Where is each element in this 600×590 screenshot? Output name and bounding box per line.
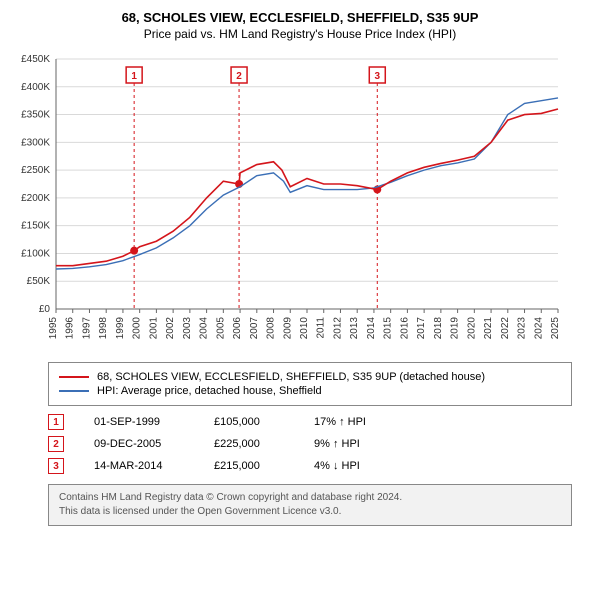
legend-swatch <box>59 390 89 392</box>
svg-text:2: 2 <box>236 71 242 82</box>
footer-attribution: Contains HM Land Registry data © Crown c… <box>48 484 572 526</box>
svg-text:1995: 1995 <box>48 317 59 340</box>
event-date: 09-DEC-2005 <box>94 438 214 450</box>
svg-text:1: 1 <box>131 71 137 82</box>
svg-text:£150K: £150K <box>21 221 50 232</box>
legend-label: HPI: Average price, detached house, Shef… <box>97 385 322 397</box>
event-row: 2 09-DEC-2005£225,0009% ↑ HPI <box>48 436 572 452</box>
svg-text:£50K: £50K <box>27 276 51 287</box>
event-marker: 2 <box>48 436 64 452</box>
legend-item: HPI: Average price, detached house, Shef… <box>59 385 561 397</box>
svg-text:£450K: £450K <box>21 54 50 65</box>
svg-text:2010: 2010 <box>299 317 310 340</box>
svg-text:2002: 2002 <box>165 317 176 340</box>
svg-text:2005: 2005 <box>215 317 226 340</box>
event-price: £215,000 <box>214 460 314 472</box>
legend-label: 68, SCHOLES VIEW, ECCLESFIELD, SHEFFIELD… <box>97 371 485 383</box>
svg-text:2019: 2019 <box>450 317 461 340</box>
svg-text:1998: 1998 <box>98 317 109 340</box>
svg-text:2015: 2015 <box>383 317 394 340</box>
event-row: 1 01-SEP-1999£105,00017% ↑ HPI <box>48 414 572 430</box>
event-price: £105,000 <box>214 416 314 428</box>
event-pct: 4% ↓ HPI <box>314 460 414 472</box>
event-row: 3 14-MAR-2014£215,0004% ↓ HPI <box>48 458 572 474</box>
svg-text:2025: 2025 <box>550 317 561 340</box>
svg-text:£300K: £300K <box>21 137 50 148</box>
event-marker: 1 <box>48 414 64 430</box>
svg-text:3: 3 <box>374 71 380 82</box>
svg-text:2000: 2000 <box>132 317 143 340</box>
svg-text:2003: 2003 <box>182 317 193 340</box>
events-table: 1 01-SEP-1999£105,00017% ↑ HPI 2 09-DEC-200… <box>48 414 572 474</box>
svg-text:2007: 2007 <box>249 317 260 340</box>
svg-text:2021: 2021 <box>483 317 494 340</box>
svg-text:1999: 1999 <box>115 317 126 340</box>
price-chart: £0 £50K £100K £150K £200K £250K £300K £350K £400… <box>8 49 592 354</box>
legend-swatch <box>59 376 89 378</box>
svg-text:2017: 2017 <box>416 317 427 340</box>
event-price: £225,000 <box>214 438 314 450</box>
event-marker: 3 <box>48 458 64 474</box>
svg-text:£200K: £200K <box>21 193 50 204</box>
event-pct: 9% ↑ HPI <box>314 438 414 450</box>
svg-text:£350K: £350K <box>21 110 50 121</box>
svg-text:2014: 2014 <box>366 317 377 340</box>
svg-text:2020: 2020 <box>466 317 477 340</box>
svg-text:2016: 2016 <box>399 317 410 340</box>
svg-text:£0: £0 <box>39 304 51 315</box>
svg-text:£250K: £250K <box>21 165 50 176</box>
svg-text:£100K: £100K <box>21 248 50 259</box>
svg-text:1996: 1996 <box>65 317 76 340</box>
svg-text:2013: 2013 <box>349 317 360 340</box>
svg-text:2011: 2011 <box>316 317 327 339</box>
legend: 68, SCHOLES VIEW, ECCLESFIELD, SHEFFIELD… <box>48 362 572 406</box>
page-title: 68, SCHOLES VIEW, ECCLESFIELD, SHEFFIELD… <box>8 10 592 25</box>
chart-svg: £0 £50K £100K £150K £200K £250K £300K £350K £400… <box>8 49 568 349</box>
svg-text:£400K: £400K <box>21 82 50 93</box>
event-pct: 17% ↑ HPI <box>314 416 414 428</box>
svg-text:2024: 2024 <box>533 317 544 340</box>
svg-text:1997: 1997 <box>81 317 92 340</box>
svg-text:2001: 2001 <box>148 317 159 340</box>
event-date: 01-SEP-1999 <box>94 416 214 428</box>
svg-text:2009: 2009 <box>282 317 293 340</box>
event-date: 14-MAR-2014 <box>94 460 214 472</box>
svg-text:2012: 2012 <box>332 317 343 340</box>
svg-text:2008: 2008 <box>266 317 277 340</box>
svg-text:2023: 2023 <box>517 317 528 340</box>
svg-text:2022: 2022 <box>500 317 511 340</box>
footer-line1: Contains HM Land Registry data © Crown c… <box>59 491 561 505</box>
page-subtitle: Price paid vs. HM Land Registry's House … <box>8 27 592 41</box>
footer-line2: This data is licensed under the Open Gov… <box>59 505 561 519</box>
svg-text:2006: 2006 <box>232 317 243 340</box>
legend-item: 68, SCHOLES VIEW, ECCLESFIELD, SHEFFIELD… <box>59 371 561 383</box>
svg-text:2004: 2004 <box>199 317 210 340</box>
svg-text:2018: 2018 <box>433 317 444 340</box>
